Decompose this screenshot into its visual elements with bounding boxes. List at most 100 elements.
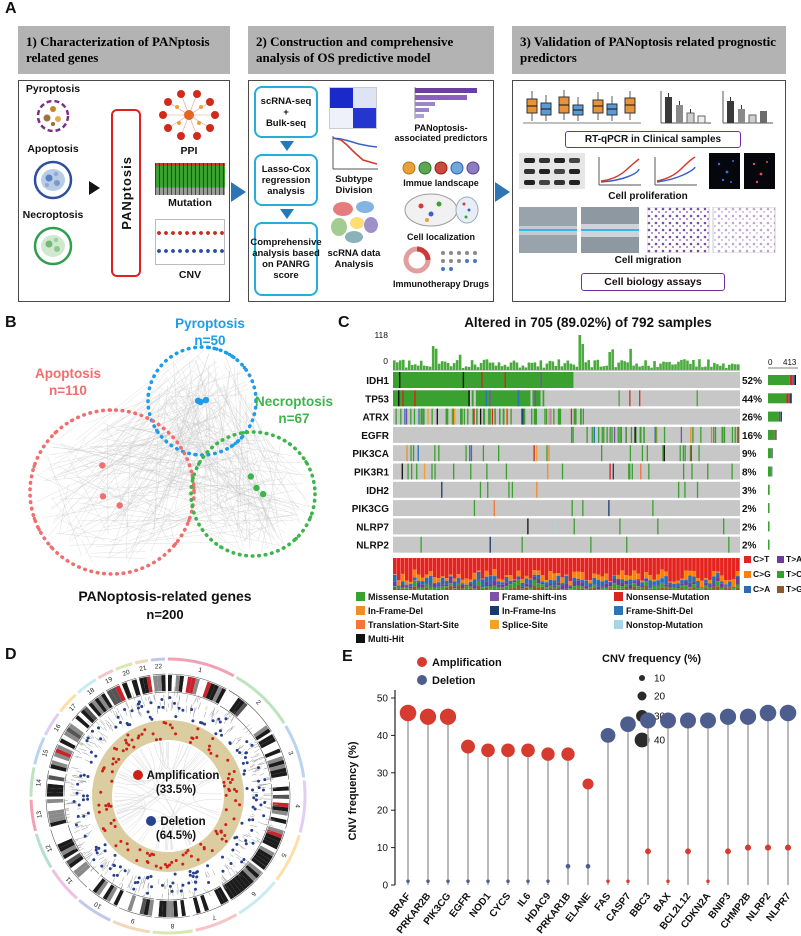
circos-legend-deletion: Deletion (64.5%)	[116, 812, 236, 842]
barcharts-thumbnail	[660, 91, 773, 124]
onco-gene-label: IDH1	[366, 376, 389, 387]
mutation-label: Mutation	[168, 197, 212, 209]
mutation-legend-item: Translation-Start-Site	[356, 619, 490, 630]
chromosome-label: 11	[64, 875, 74, 885]
necroptosis-group-label: Necroptosis	[254, 394, 334, 409]
snv-legend-label: C>T	[753, 554, 770, 564]
mutation-legend-item: Missense-Mutation	[356, 591, 490, 602]
onco-gene-pct: 52%	[742, 376, 762, 387]
mutation-legend-label: In-Frame-Del	[368, 605, 424, 616]
cnv-dot	[466, 879, 470, 884]
y-axis-label: CNV frequency (%)	[347, 741, 359, 840]
onco-gene-label: NLRP7	[356, 522, 389, 533]
cnv-dot	[561, 747, 575, 761]
immunotherapy-thumbnail	[403, 246, 477, 274]
cnv-dot	[541, 747, 555, 761]
mutation-legend-label: Multi-Hit	[368, 633, 404, 644]
cnv-dot	[700, 712, 716, 729]
cnv-label: CNV	[178, 269, 202, 281]
fluorescence-thumbnail	[709, 153, 775, 189]
panel-b-letter: B	[5, 314, 17, 331]
mutation-legend-item: Splice-Site	[490, 619, 614, 630]
arrow-down-icon	[280, 209, 294, 219]
deletion-label: Deletion	[160, 816, 206, 828]
snv-legend-label: T>G	[786, 584, 801, 594]
cnv-dot	[626, 879, 630, 884]
apoptosis-icon	[33, 160, 73, 200]
cnv-dot	[739, 708, 757, 725]
snv-legend-item: C>A	[744, 584, 775, 594]
deletion-pct: (64.5%)	[155, 830, 197, 842]
venn-network-plot	[28, 345, 317, 576]
step-1-title: 1) Characterization of PANptosis related…	[18, 26, 230, 74]
cnv-dot	[506, 879, 510, 884]
cnv-dot	[565, 863, 571, 869]
y-tick-label: 40	[377, 731, 389, 742]
chromosome-label: 15	[41, 748, 50, 758]
arrow-down-icon	[280, 141, 294, 151]
cnv-deletion-dots	[156, 246, 224, 255]
mutation-legend-item: Nonsense-Mutation	[614, 591, 774, 602]
cnv-dot	[486, 879, 490, 884]
cnv-dot	[461, 739, 475, 754]
snv-legend-item: T>C	[777, 569, 801, 579]
onco-gene-label: IDH2	[366, 486, 389, 497]
chromosome-label: 21	[139, 665, 148, 673]
onco-gene-pct: 3%	[742, 486, 757, 497]
pyroptosis-group-label: Pyroptosis	[175, 316, 245, 331]
cnv-gene-label: IL6	[516, 891, 534, 910]
cell-localization-thumbnail	[404, 193, 479, 227]
tsne-thumbnail	[331, 201, 378, 243]
cell-proliferation-label: Cell proliferation	[608, 191, 688, 202]
onco-gene-label: TP53	[365, 394, 389, 405]
tmb-axis-max: 118	[374, 330, 388, 340]
mutation-legend-label: Missense-Mutation	[368, 591, 450, 602]
chromosome-label: 7	[211, 913, 217, 921]
cnv-dot	[426, 879, 430, 884]
mutation-plot-thumbnail	[155, 163, 225, 195]
apoptosis-count: n=110	[49, 383, 87, 398]
mutation-color-swatch	[356, 592, 365, 601]
cell-migration-label: Cell migration	[614, 255, 682, 266]
necroptosis-icon	[33, 226, 73, 266]
circos-legend-amplification: Amplification (33.5%)	[116, 766, 236, 796]
step-1-body: Pyroptosis Apoptosis Necroptosis PANptos…	[18, 80, 230, 302]
mutation-color-swatch	[490, 620, 499, 629]
onco-gene-label: ATRX	[363, 413, 390, 424]
onco-gene-label: PIK3R1	[354, 468, 389, 479]
snv-legend-item: C>G	[744, 569, 775, 579]
panel-e-letter: E	[342, 648, 353, 665]
lasso-cox-box: Lasso-Cox regression analysis	[254, 154, 318, 206]
necroptosis-count: n=67	[278, 411, 310, 426]
mutation-legend-item: In-Frame-Del	[356, 605, 490, 616]
snv-legend-label: T>A	[786, 554, 801, 564]
onco-gene-pct: 8%	[742, 468, 757, 479]
chromosome-label: 4	[293, 804, 300, 809]
snv-legend-label: C>G	[753, 569, 771, 579]
western-blot-thumbnail	[519, 153, 585, 189]
cnv-dot	[501, 743, 515, 758]
heatmap-cell	[353, 88, 376, 108]
cnv-dot	[406, 879, 410, 884]
cnv-dot	[660, 712, 676, 729]
cnv-dot	[706, 879, 710, 884]
mutation-legend-label: In-Frame-Ins	[502, 605, 557, 616]
oncoprint-plot: 0 413 IDH1 52% TP53 44% ATRX 26% EGFR 16% PIK3CA 9%…	[352, 335, 798, 590]
chromosome-label: 20	[122, 669, 131, 678]
snv-color-swatch	[777, 555, 784, 563]
step-2-body: scRNA-seq + Bulk-seq Lasso-Cox regressio…	[248, 80, 494, 302]
snv-color-swatch	[777, 570, 784, 578]
snv-legend-label: C>A	[753, 584, 771, 594]
mutation-legend-label: Splice-Site	[502, 619, 549, 630]
workflow-step-1: 1) Characterization of PANptosis related…	[18, 26, 230, 302]
cell-biology-assays-label: Cell biology assays	[581, 273, 725, 291]
series-legend-label: Amplification	[432, 657, 502, 669]
chromosome-label: 3	[286, 750, 294, 756]
oncoprint-title: Altered in 705 (89.02%) of 792 samples	[464, 315, 712, 330]
mutation-color-swatch	[356, 606, 365, 615]
snv-legend-item: C>T	[744, 554, 775, 564]
cnv-dot	[526, 879, 530, 884]
size-legend-value: 20	[654, 692, 666, 703]
immunotherapy-drugs-label: Immunotherapy Drugs	[393, 279, 490, 289]
workflow-step-2: 2) Construction and comprehensive analys…	[248, 26, 494, 302]
